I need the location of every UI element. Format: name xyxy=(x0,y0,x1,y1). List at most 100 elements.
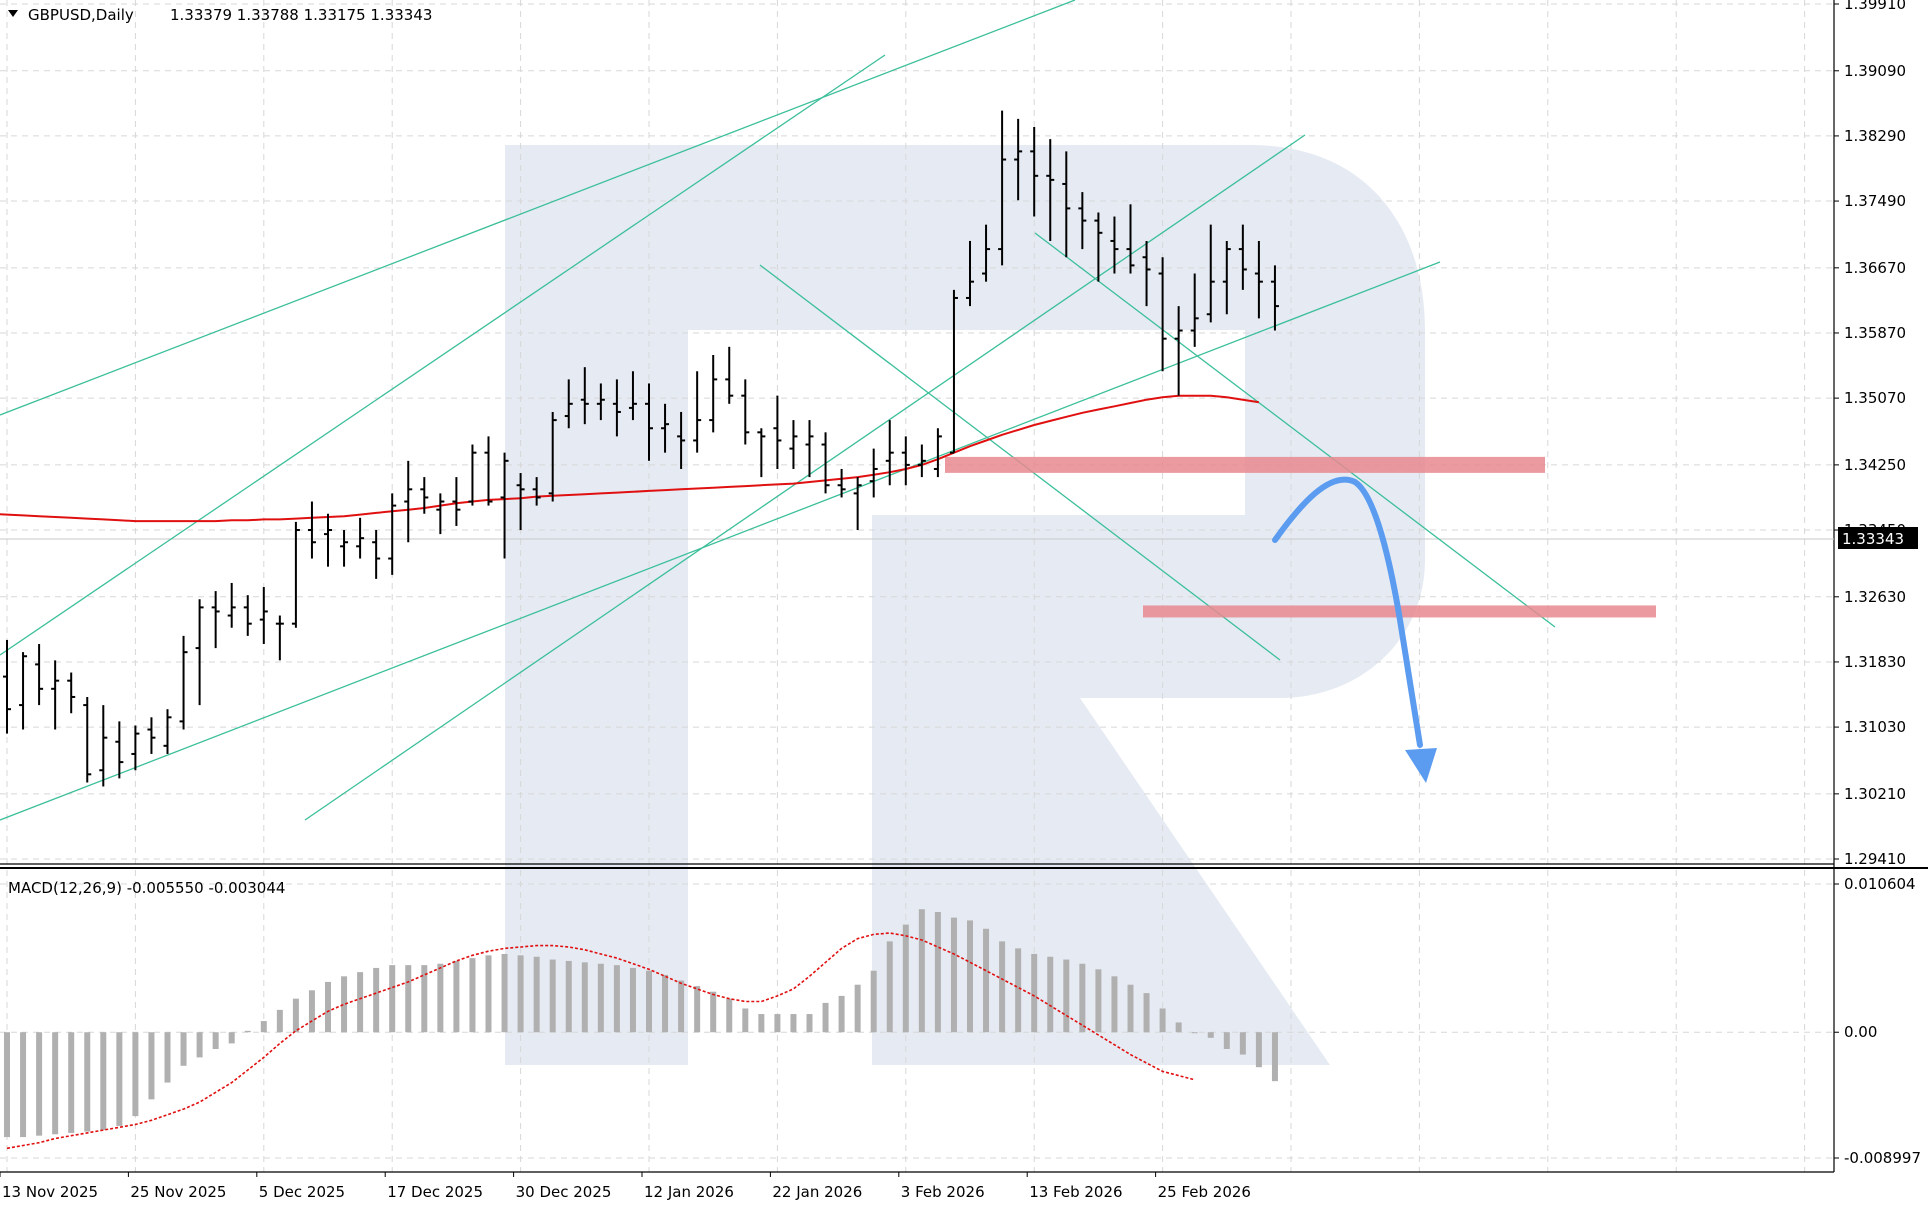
macd-histogram-bar xyxy=(68,1032,75,1133)
symbol-label: GBPUSD,Daily xyxy=(28,6,134,24)
ohlc-bar xyxy=(837,468,846,498)
trendline xyxy=(0,54,886,656)
macd-histogram-bar xyxy=(501,953,508,1033)
ohlc-bar xyxy=(243,595,252,636)
macd-histogram-bar xyxy=(1127,984,1134,1033)
ohlc-bar xyxy=(901,436,910,486)
macd-histogram-bar xyxy=(902,924,909,1033)
price-tick-label: 1.31830 xyxy=(1844,653,1906,671)
macd-histogram-bar xyxy=(838,995,845,1033)
ohlc-bar xyxy=(468,444,477,506)
macd-histogram-bar xyxy=(1239,1032,1246,1055)
macd-histogram-bar xyxy=(1031,953,1038,1033)
ohlc-label: 1.33379 1.33788 1.33175 1.33343 xyxy=(170,6,432,24)
ohlc-bar xyxy=(1142,240,1151,307)
macd-histogram-bar xyxy=(517,955,524,1033)
macd-histogram-bar xyxy=(1255,1032,1262,1068)
ohlc-bar xyxy=(1206,224,1215,323)
macd-histogram-bar xyxy=(549,959,556,1033)
macd-histogram-bar xyxy=(565,960,572,1033)
macd-histogram-bar xyxy=(52,1032,59,1135)
date-tick-label: 5 Dec 2025 xyxy=(259,1183,345,1201)
macd-histogram-bar xyxy=(421,965,428,1033)
price-tick-label: 1.38290 xyxy=(1844,127,1906,145)
ohlc-bar xyxy=(596,383,605,421)
date-tick-label: 3 Feb 2026 xyxy=(901,1183,985,1201)
moving-average xyxy=(0,394,1260,523)
macd-histogram-bar xyxy=(983,928,990,1033)
ohlc-bar xyxy=(725,346,734,404)
macd-histogram-bar xyxy=(1191,1032,1198,1034)
macd-histogram-bar xyxy=(918,909,925,1033)
macd-histogram-bar xyxy=(854,984,861,1033)
symbol-dropdown-icon[interactable] xyxy=(8,10,18,17)
trendline xyxy=(1034,232,1556,628)
macd-histogram-bar xyxy=(694,986,701,1033)
date-tick-label: 12 Jan 2026 xyxy=(644,1183,734,1201)
ohlc-bar xyxy=(179,635,188,730)
ohlc-bar xyxy=(709,354,718,433)
ohlc-bar xyxy=(500,452,509,559)
ohlc-bar xyxy=(1270,265,1279,331)
ohlc-bar xyxy=(1190,273,1199,347)
ohlc-bar xyxy=(1174,306,1183,396)
ohlc-bar xyxy=(982,224,991,282)
macd-histogram-bar xyxy=(646,970,652,1033)
macd-histogram-bar xyxy=(325,981,331,1033)
ohlc-bar xyxy=(195,599,204,706)
ohlc-bar xyxy=(131,725,140,771)
price-tick-label: 1.34250 xyxy=(1844,456,1906,474)
ohlc-bar xyxy=(163,709,172,754)
macd-histogram-bar xyxy=(260,1021,267,1033)
ohlc-bar xyxy=(580,367,589,425)
forecast-arrow-path xyxy=(1272,476,1423,748)
ohlc-bar xyxy=(388,493,397,575)
macd-histogram-bar xyxy=(244,1030,251,1033)
forecast-arrow xyxy=(1272,476,1437,783)
macd-histogram-bar xyxy=(1079,963,1086,1033)
ohlc-bar xyxy=(628,371,637,421)
macd-histogram-bar xyxy=(742,1008,749,1033)
macd-histogram-bar xyxy=(758,1014,765,1033)
ohlc-bar xyxy=(452,477,461,526)
macd-histogram-bar xyxy=(613,965,620,1033)
macd-histogram-bar xyxy=(36,1032,43,1136)
current-price-badge xyxy=(1838,527,1918,549)
ohlc-bar xyxy=(19,652,28,730)
macd-histogram-bar xyxy=(485,955,492,1033)
ohlc-bar xyxy=(677,411,686,469)
trendline xyxy=(304,134,1306,821)
date-axis: 13 Nov 2025 25 Nov 2025 5 Dec 2025 17 Dec 2… xyxy=(0,1172,1251,1201)
date-tick-label: 22 Jan 2026 xyxy=(772,1183,862,1201)
ohlc-bar xyxy=(99,705,108,787)
panel-frames xyxy=(0,0,1928,1173)
macd-histogram-bar xyxy=(870,970,877,1033)
macd-histogram-bar xyxy=(1223,1032,1230,1050)
macd-histogram-bar xyxy=(84,1032,91,1132)
date-tick-label: 13 Nov 2025 xyxy=(2,1183,98,1201)
ohlc-bar xyxy=(1046,139,1055,241)
macd-histogram-bar xyxy=(1063,959,1070,1033)
ohlc-bar xyxy=(612,379,621,437)
ohlc-bar xyxy=(998,110,1007,266)
trendline xyxy=(0,0,1076,416)
macd-histogram-bar xyxy=(437,963,444,1033)
macd-histogram-bar xyxy=(180,1032,187,1066)
ohlc-bar xyxy=(693,371,702,453)
macd-histogram-bar xyxy=(1111,976,1118,1033)
moving-average-line xyxy=(0,394,1260,523)
macd-signal-line xyxy=(6,932,1195,1150)
ohlc-bar xyxy=(805,420,814,478)
macd-histogram-bar xyxy=(1015,948,1022,1033)
current-price-label: 1.33343 xyxy=(1842,530,1904,548)
macd-label: MACD(12,26,9) -0.005550 -0.003044 xyxy=(8,879,285,897)
price-tick-label: 1.39910 xyxy=(1844,0,1906,13)
macd-tick-label: -0.008997 xyxy=(1844,1149,1921,1167)
ohlc-bar xyxy=(1094,212,1103,282)
macd-histogram-bar xyxy=(1143,993,1150,1033)
macd-tick-label: 0.010604 xyxy=(1844,875,1916,893)
price-tick-label: 1.37490 xyxy=(1844,192,1906,210)
macd-histogram-bar xyxy=(212,1032,219,1050)
macd-histogram-bar xyxy=(1175,1022,1182,1033)
macd-histogram-bar xyxy=(357,972,364,1033)
